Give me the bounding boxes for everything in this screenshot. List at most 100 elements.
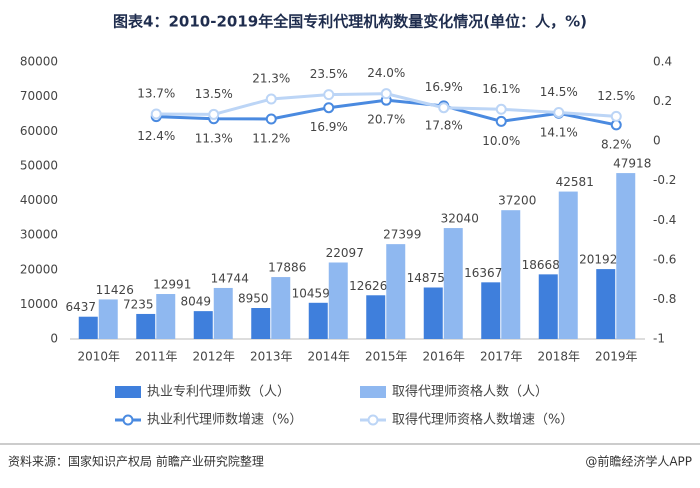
bar [501,210,521,339]
bar-label: 22097 [326,246,364,260]
bar [616,173,636,339]
legend-marker [122,414,134,426]
bar-label: 10459 [292,286,330,300]
x-tick-label: 2014年 [307,350,350,364]
y-tick-label: 80000 [20,55,58,69]
y2-tick-label: -0.4 [653,213,676,227]
line-marker [553,106,565,118]
line-label: 24.0% [367,66,405,80]
bar-label: 11426 [96,283,134,297]
bar-label: 8049 [180,295,211,309]
x-tick-label: 2012年 [192,350,235,364]
chart-title: 图表4：2010-2019年全国专利代理机构数量变化情况(单位：人，%) [113,13,587,31]
bar-label: 32040 [441,212,479,226]
line-marker [323,89,335,101]
bar-label: 14875 [407,271,445,285]
y-tick-label: 40000 [20,193,58,207]
line-label: 17.8% [425,118,463,132]
bar-label: 8950 [238,292,269,306]
y-tick-label: 0 [50,332,58,346]
y2-tick-label: -0.8 [653,292,676,306]
line-label: 13.5% [195,87,233,101]
bar-label: 12626 [349,279,387,293]
legend-label: 取得代理师资格人数（人） [392,384,548,400]
x-tick-label: 2019年 [595,350,638,364]
bar [308,302,328,339]
bar-label: 27399 [383,228,421,242]
legend-swatch [360,386,386,398]
bar-label: 47918 [613,157,651,171]
y2-tick-label: -0.2 [653,173,676,187]
line-label: 14.1% [540,126,578,140]
bar-label: 20192 [579,253,617,267]
y-tick-label: 30000 [20,228,58,242]
bar [328,262,348,339]
line-label: 23.5% [310,67,348,81]
line-marker [610,110,622,122]
bar [251,308,271,339]
y2-tick-label: 0 [653,134,661,148]
bar-label: 14744 [211,271,249,285]
line-marker [323,102,335,114]
line-marker [438,102,450,114]
line-marker [495,103,507,115]
bar [538,274,558,339]
legend-label: 执业利代理师数增速（%） [147,413,302,428]
bar [366,295,386,339]
x-tick-label: 2013年 [250,350,293,364]
line-label: 11.3% [195,131,233,145]
bar-label: 7235 [123,297,154,311]
bar-label: 12991 [153,278,191,292]
line-marker [150,108,162,120]
bar [271,277,291,339]
x-tick-label: 2010年 [77,350,120,364]
line-label: 12.4% [137,129,175,143]
line-marker [265,93,277,105]
bar [481,282,501,339]
y2-tick-label: -0.6 [653,252,676,266]
y2-tick-label: 0.2 [653,94,672,108]
line-marker [380,88,392,100]
y-tick-label: 60000 [20,124,58,138]
bar [386,244,406,339]
x-tick-label: 2018年 [537,350,580,364]
source: 资料来源：国家知识产权局 前瞻产业研究院整理 [8,454,264,469]
bar-label: 17886 [268,261,306,275]
y2-tick-label: -1 [653,332,665,346]
legend-marker [367,414,379,426]
line-label: 14.5% [540,85,578,99]
bar [98,299,118,339]
legend-label: 执业专利代理师数（人） [147,385,290,400]
line-marker [265,113,277,125]
x-tick-label: 2016年 [422,350,465,364]
line-label: 8.2% [601,137,632,151]
bar [213,287,233,339]
bar [78,316,98,339]
bar-label: 6437 [65,300,96,314]
bar [193,311,213,339]
bar [156,294,176,339]
line-label: 16.9% [310,120,348,134]
credit: @前瞻经济学人APP [585,454,692,469]
line-label: 12.5% [597,89,635,103]
x-tick-label: 2017年 [480,350,523,364]
bar [443,228,463,339]
line-label: 20.7% [367,113,405,127]
bar-label: 16367 [464,266,502,280]
bar [596,269,616,339]
line-marker [208,108,220,120]
bar [136,313,156,339]
legend-label: 取得代理师资格人数增速（%） [392,412,573,428]
y2-tick-label: 0.4 [653,55,672,69]
bar [558,191,578,339]
line-label: 16.9% [425,80,463,94]
line-marker [495,115,507,127]
y-tick-label: 70000 [20,89,58,103]
bar-label: 37200 [498,194,536,208]
y-tick-label: 50000 [20,158,58,172]
bar [423,287,443,339]
bar-label: 42581 [556,175,594,189]
line-label: 16.1% [482,82,520,96]
y-tick-label: 20000 [20,262,58,276]
